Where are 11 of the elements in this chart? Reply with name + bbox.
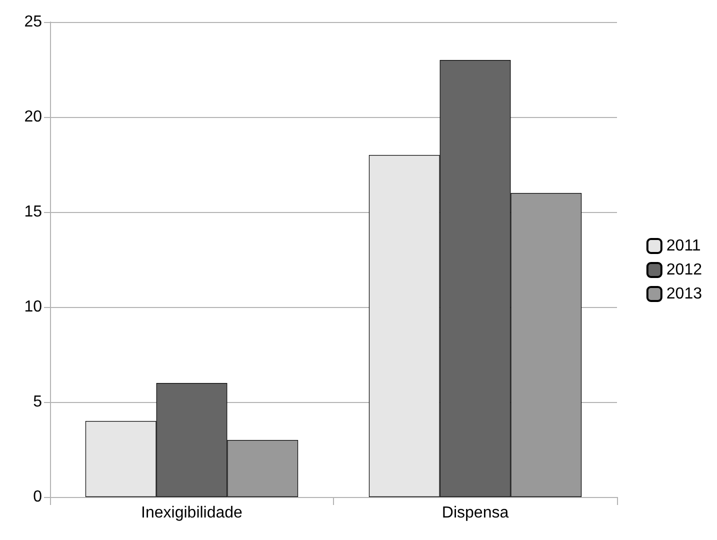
legend-label: 2013 — [666, 286, 702, 302]
x-tick-label: Dispensa — [442, 504, 509, 522]
y-tick-label: 5 — [33, 394, 42, 410]
y-tick-label: 20 — [24, 108, 42, 126]
y-tick-label: 25 — [24, 14, 42, 30]
y-tick-label: 0 — [33, 488, 42, 506]
legend-label: 2012 — [666, 262, 702, 278]
legend-label: 2011 — [666, 238, 701, 254]
y-tick-label: 15 — [24, 204, 42, 220]
x-tick-label: Inexigibilidade — [141, 504, 243, 522]
y-tick-label: 10 — [24, 298, 42, 316]
